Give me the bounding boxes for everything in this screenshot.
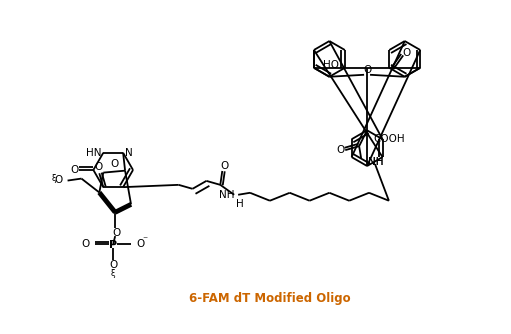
Text: O: O [94,162,102,172]
Text: O: O [109,260,118,270]
Text: O: O [136,239,144,249]
Text: NH: NH [219,190,234,200]
Text: NH: NH [368,157,384,167]
Text: O: O [54,175,63,185]
Text: H: H [236,199,244,209]
Text: ⁻: ⁻ [142,235,147,245]
Text: O: O [71,165,79,175]
Text: HN: HN [86,148,101,158]
Text: O: O [402,48,410,58]
Text: COOH: COOH [374,134,405,144]
Text: O: O [110,159,119,169]
Text: O: O [81,239,89,249]
Text: HO: HO [323,60,339,70]
Text: 6-FAM dT Modified Oligo: 6-FAM dT Modified Oligo [189,292,351,305]
Text: P: P [109,240,117,250]
Text: ξ: ξ [111,269,115,278]
Text: O: O [220,161,228,171]
Text: O: O [112,228,120,238]
Text: NH: NH [368,157,384,167]
Text: ξ: ξ [52,174,56,183]
Text: N: N [125,148,133,158]
Text: O: O [363,65,371,75]
Text: O: O [336,145,344,155]
